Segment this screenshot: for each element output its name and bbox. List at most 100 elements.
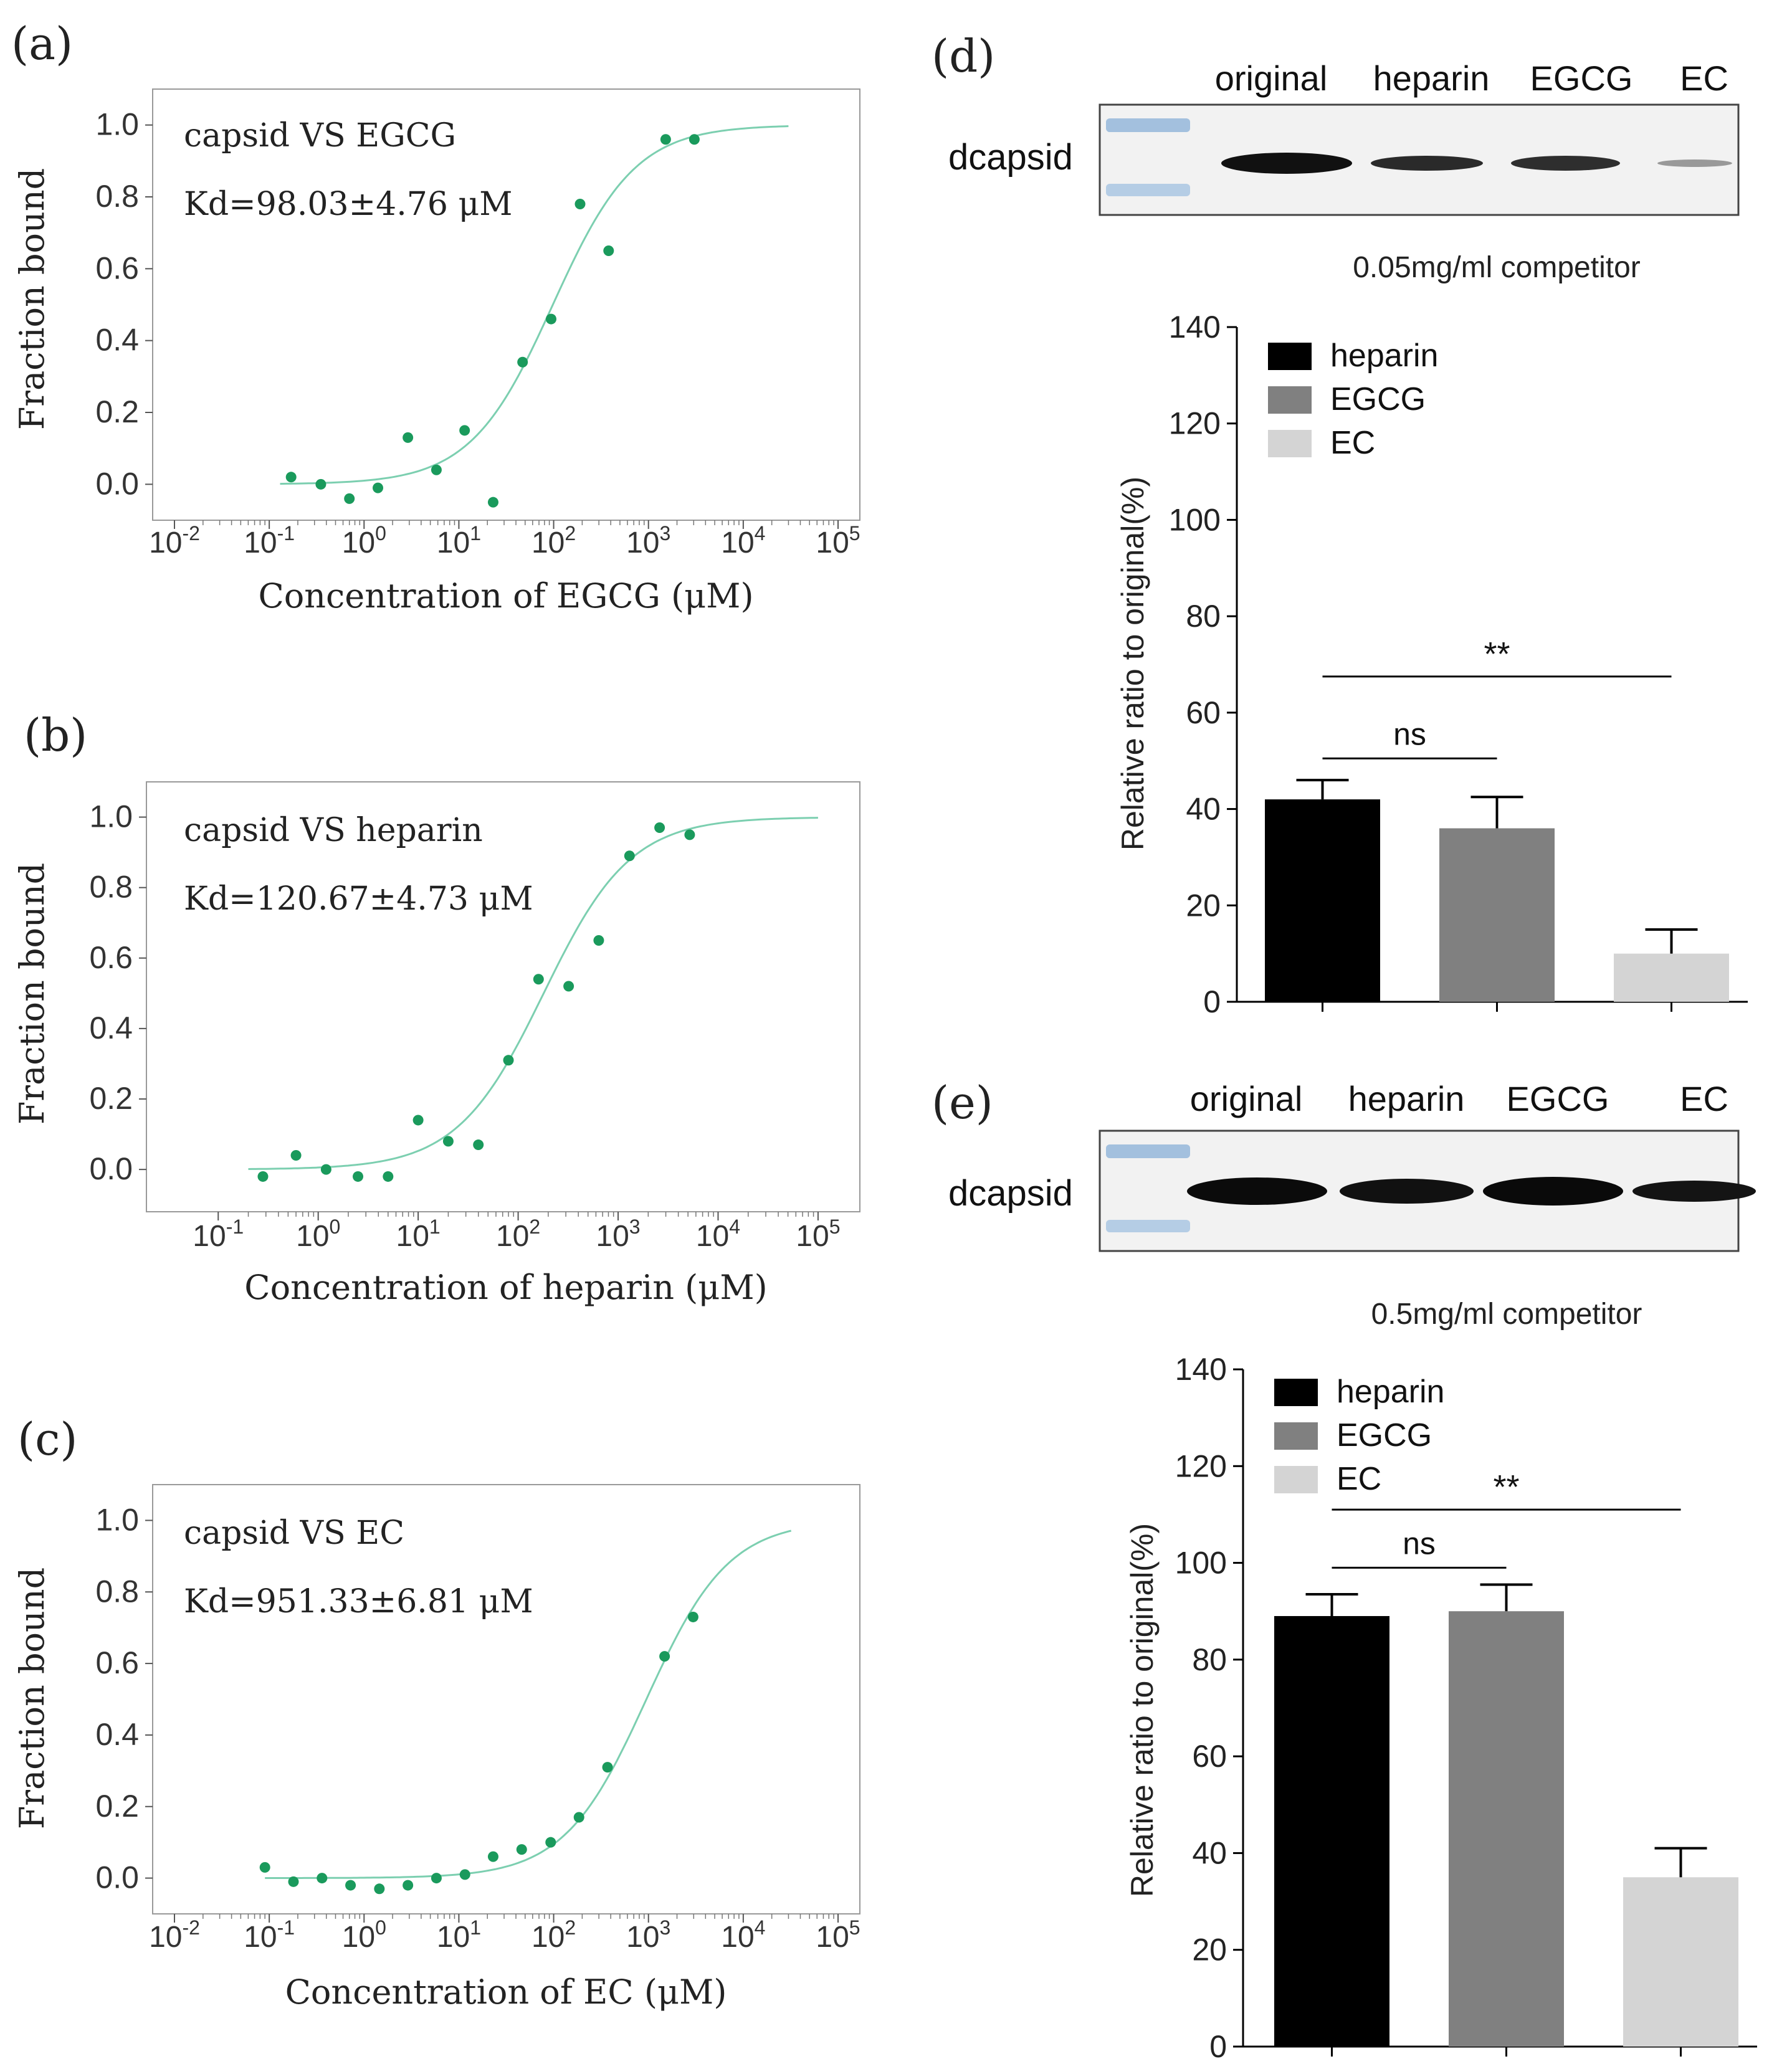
panel-c: (c)0.00.20.40.60.81.010-2 10-1 100 101 102 10… bbox=[12, 1413, 860, 2012]
y-tick-label: 0.2 bbox=[89, 1081, 133, 1116]
x-tick-exponent: 4 bbox=[755, 1916, 766, 1939]
significance-stars: ** bbox=[1493, 1468, 1519, 1506]
lane-label: EC bbox=[1680, 1079, 1728, 1118]
x-tick-label: 10-2 bbox=[149, 1916, 200, 1954]
data-point bbox=[660, 134, 671, 145]
data-point bbox=[503, 1055, 514, 1066]
y-tick-label: 60 bbox=[1192, 1739, 1227, 1774]
legend-swatch bbox=[1268, 386, 1312, 414]
x-tick-exponent: 3 bbox=[629, 1215, 641, 1238]
y-tick-label: 20 bbox=[1186, 888, 1221, 923]
x-tick-exponent: -2 bbox=[182, 1916, 199, 1939]
x-tick-exponent: 5 bbox=[829, 1215, 841, 1238]
x-tick-label: 102 bbox=[496, 1215, 540, 1253]
x-tick-base: 10 bbox=[296, 1220, 329, 1253]
x-tick-exponent: 4 bbox=[729, 1215, 740, 1238]
data-point bbox=[624, 850, 635, 862]
x-tick-label: 103 bbox=[626, 1916, 670, 1954]
x-tick-exponent: 3 bbox=[660, 1916, 671, 1939]
y-tick-label: 1.0 bbox=[95, 1502, 139, 1537]
x-tick-base: 10 bbox=[721, 526, 754, 559]
x-tick-base: 10 bbox=[626, 526, 659, 559]
panel-label-c: (c) bbox=[17, 1413, 78, 1465]
x-tick-label: 10-1 bbox=[193, 1215, 244, 1253]
data-point bbox=[603, 245, 614, 256]
y-tick-label: 0.0 bbox=[95, 1860, 139, 1895]
x-tick-base: 10 bbox=[437, 1921, 470, 1954]
significance-stars: ** bbox=[1484, 635, 1510, 673]
data-point bbox=[288, 1876, 299, 1887]
protein-band bbox=[1371, 156, 1483, 171]
y-tick-label: 0.6 bbox=[95, 250, 139, 285]
ladder-band bbox=[1106, 184, 1190, 196]
data-point bbox=[431, 1873, 442, 1884]
data-point bbox=[459, 1869, 470, 1880]
fit-curve bbox=[265, 1529, 792, 1879]
data-point bbox=[345, 1880, 356, 1891]
ladder-band bbox=[1106, 1220, 1190, 1232]
x-tick-exponent: 2 bbox=[565, 522, 576, 545]
data-point bbox=[573, 1812, 584, 1823]
y-tick-label: 40 bbox=[1186, 792, 1221, 827]
data-point bbox=[257, 1171, 269, 1182]
data-point bbox=[487, 1851, 498, 1862]
y-axis-label: Fraction bound bbox=[12, 1567, 52, 1829]
protein-band bbox=[1483, 1177, 1623, 1206]
data-point bbox=[684, 829, 695, 840]
x-tick-label: 105 bbox=[796, 1215, 840, 1253]
x-tick-label: 101 bbox=[437, 522, 481, 559]
fit-curve bbox=[280, 125, 789, 485]
data-point bbox=[412, 1115, 424, 1126]
data-point bbox=[593, 935, 604, 946]
x-tick-base: 10 bbox=[596, 1220, 629, 1253]
y-axis-label: Fraction bound bbox=[12, 863, 52, 1125]
data-point bbox=[533, 974, 544, 985]
x-tick-label: 102 bbox=[531, 1916, 576, 1954]
y-tick-label: 0.4 bbox=[95, 323, 139, 358]
bar-EC bbox=[1614, 953, 1729, 1002]
legend-swatch bbox=[1274, 1466, 1318, 1493]
x-tick-label: 102 bbox=[531, 522, 576, 559]
y-axis-label: Fraction bound bbox=[12, 168, 52, 430]
x-axis-label: Concentration of EGCG (μM) bbox=[258, 576, 753, 616]
y-tick-label: 140 bbox=[1169, 310, 1221, 345]
data-point bbox=[516, 1844, 527, 1855]
y-tick-label: 0.6 bbox=[95, 1645, 139, 1680]
annotation-kd: Kd=98.03±4.76 μM bbox=[184, 186, 513, 223]
x-tick-base: 10 bbox=[816, 1921, 849, 1954]
blot-d: (d) original heparin EGCG EC dcapsid 0.05mg/ml… bbox=[932, 30, 1740, 284]
plot-frame bbox=[152, 88, 860, 521]
protein-band bbox=[1657, 159, 1732, 167]
lane-label: EGCG bbox=[1507, 1079, 1609, 1118]
y-tick-label: 0.4 bbox=[95, 1717, 139, 1752]
fit-curve bbox=[248, 817, 818, 1170]
x-tick-label: 103 bbox=[596, 1215, 640, 1253]
protein-band bbox=[1632, 1181, 1756, 1202]
data-point bbox=[315, 478, 326, 490]
ladder-band bbox=[1106, 118, 1190, 132]
x-tick-exponent: 0 bbox=[329, 1215, 340, 1238]
data-point bbox=[545, 1837, 556, 1848]
data-point bbox=[473, 1139, 484, 1151]
x-tick-label: 105 bbox=[816, 1916, 860, 1954]
x-tick-label: 101 bbox=[396, 1215, 441, 1253]
blot-caption: 0.5mg/ml competitor bbox=[1371, 1298, 1642, 1331]
x-tick-label: 10-1 bbox=[244, 1916, 295, 1954]
x-tick-exponent: 0 bbox=[375, 522, 386, 545]
protein-band bbox=[1187, 1177, 1327, 1205]
data-point bbox=[563, 981, 574, 992]
x-tick-base: 10 bbox=[626, 1921, 659, 1954]
y-tick-label: 0.0 bbox=[89, 1151, 133, 1186]
ladder-band bbox=[1106, 1144, 1190, 1158]
x-tick-base: 10 bbox=[396, 1220, 429, 1253]
data-point bbox=[317, 1873, 328, 1884]
y-tick-label: 0.8 bbox=[95, 1574, 139, 1609]
x-tick-base: 10 bbox=[531, 526, 565, 559]
y-tick-label: 1.0 bbox=[89, 799, 133, 834]
y-tick-label: 0.0 bbox=[95, 466, 139, 501]
x-tick-label: 101 bbox=[437, 1916, 481, 1954]
y-tick-label: 80 bbox=[1192, 1642, 1227, 1677]
x-tick-exponent: -1 bbox=[226, 1215, 244, 1238]
y-tick-label: 120 bbox=[1175, 1448, 1227, 1483]
data-point bbox=[459, 425, 470, 436]
